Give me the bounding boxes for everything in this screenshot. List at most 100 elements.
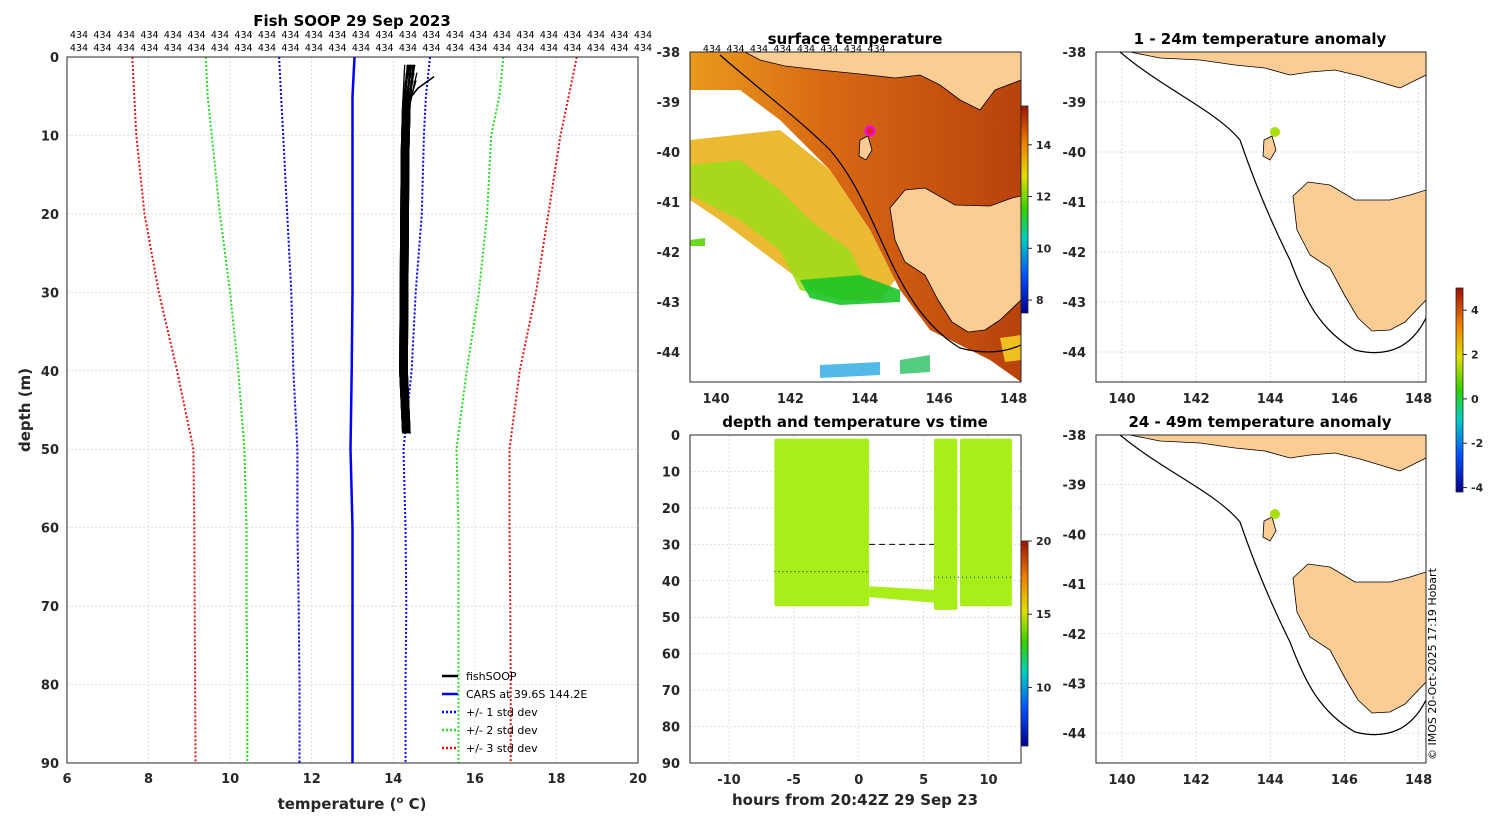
anomaly-colorbar-tick-label: -4 bbox=[1471, 482, 1484, 495]
anom2-king-island bbox=[1262, 516, 1277, 542]
sst-id-labels: 434 434 434 434 434 434 434 434 bbox=[703, 44, 886, 55]
profile-id-label: 434 bbox=[540, 30, 558, 41]
sst-id-label: 434 bbox=[750, 44, 768, 55]
profile-id-label: 434 bbox=[563, 30, 581, 41]
profile-id-label: 434 bbox=[469, 30, 487, 41]
time-data-block bbox=[934, 438, 958, 610]
profile-xtick-label: 6 bbox=[62, 772, 71, 787]
profile-xlabel: temperature (o C) bbox=[278, 795, 427, 813]
profile-axes bbox=[66, 56, 639, 764]
profile-ytick-label: 10 bbox=[41, 129, 59, 144]
profile-id-label: 434 bbox=[352, 43, 370, 54]
profile-id-label: 434 bbox=[375, 30, 393, 41]
profile-id-label: 434 bbox=[187, 43, 205, 54]
anom2-axes bbox=[1095, 434, 1427, 764]
time-data-block bbox=[959, 438, 1012, 607]
profile-id-label: 434 bbox=[117, 30, 135, 41]
profile-id-label: 434 bbox=[70, 43, 88, 54]
anom1-tasmania bbox=[1292, 181, 1426, 332]
time-data bbox=[774, 438, 1012, 610]
anom2-ytick-label: -42 bbox=[1063, 628, 1087, 643]
anom2-ticks: 140 142 144 146 148 -38 -39 -40 -41 -42 -43 -44 bbox=[1063, 429, 1433, 788]
anom1-axes bbox=[1095, 51, 1427, 383]
time-xlabel: hours from 20:42Z 29 Sep 23 bbox=[732, 791, 978, 809]
profile-fishsoop-cast bbox=[402, 72, 411, 434]
profile-fishsoop-cast bbox=[399, 72, 408, 434]
profile-ytick-label: 50 bbox=[41, 443, 59, 458]
sst-xtick-label: 140 bbox=[702, 392, 729, 407]
anom1-xtick-label: 146 bbox=[1331, 392, 1358, 407]
anomaly-colorbar-ticks: -4 -2 0 2 4 bbox=[1463, 304, 1484, 495]
anom1-ytick-label: -40 bbox=[1063, 146, 1087, 161]
profile-ytick-label: 80 bbox=[41, 679, 59, 694]
anom2-title: 24 - 49m temperature anomaly bbox=[1128, 413, 1391, 431]
sst-ticks: 140 142 144 146 148 -38 -39 -40 -41 -42 -43 -44 bbox=[657, 46, 1028, 407]
anom2-xtick-label: 144 bbox=[1257, 773, 1284, 788]
sst-id-label: 434 bbox=[820, 44, 838, 55]
sst-ytick-label: -40 bbox=[657, 146, 681, 161]
time-xtick-label: -10 bbox=[717, 773, 741, 788]
sst-id-label: 434 bbox=[703, 44, 721, 55]
anom2-ytick-label: -40 bbox=[1063, 528, 1087, 543]
profile-id-label: 434 bbox=[234, 30, 252, 41]
anom2-xtick-label: 142 bbox=[1183, 773, 1210, 788]
anomaly-colorbar bbox=[1455, 287, 1464, 493]
profile-series-fishsoop bbox=[399, 64, 435, 434]
profile-id-label: 434 bbox=[234, 43, 252, 54]
anom2-ytick-label: -41 bbox=[1063, 578, 1087, 593]
anomaly-colorbar-tick-label: -2 bbox=[1471, 437, 1483, 450]
profile-series--1-std-dev-high- bbox=[402, 56, 431, 763]
sst-id-label: 434 bbox=[773, 44, 791, 55]
time-colorbar-ticks: 10 15 20 bbox=[1028, 535, 1052, 694]
sst-map bbox=[690, 52, 1021, 382]
profile-series--1-std-dev-low- bbox=[278, 56, 301, 763]
profile-id-label: 434 bbox=[328, 43, 346, 54]
time-ytick-label: 0 bbox=[671, 429, 680, 444]
profile-id-label: 434 bbox=[446, 43, 464, 54]
profile-id-label: 434 bbox=[93, 43, 111, 54]
sst-ytick-label: -41 bbox=[657, 196, 681, 211]
profile-id-label: 434 bbox=[164, 43, 182, 54]
anom2-ytick-label: -43 bbox=[1063, 677, 1087, 692]
profile-id-label: 434 bbox=[422, 43, 440, 54]
profile-series--2-std-dev-high- bbox=[455, 56, 505, 763]
profile-xtick-label: 10 bbox=[221, 772, 239, 787]
anom1-xtick-label: 144 bbox=[1257, 392, 1284, 407]
anomaly-colorbar-tick-label: 0 bbox=[1471, 393, 1479, 406]
profile-ytick-label: 60 bbox=[41, 522, 59, 537]
time-ytick-label: 70 bbox=[662, 684, 680, 699]
profile-id-label: 434 bbox=[540, 43, 558, 54]
anom1-title: 1 - 24m temperature anomaly bbox=[1134, 30, 1387, 48]
profile-id-label: 434 bbox=[258, 30, 276, 41]
profile-fishsoop-cast bbox=[404, 75, 435, 105]
profile-ytick-label: 70 bbox=[41, 600, 59, 615]
sst-ytick-label: -44 bbox=[657, 346, 681, 361]
profile-fishsoop-cast bbox=[404, 64, 411, 434]
time-panel: depth and temperature vs time -10 -5 0 5 10 0… bbox=[662, 413, 1052, 809]
profile-series-cars-at-39-6s-144-2e bbox=[349, 56, 356, 763]
sst-colorbar bbox=[1020, 105, 1029, 314]
time-title: depth and temperature vs time bbox=[722, 413, 988, 431]
profile-id-label: 434 bbox=[140, 30, 158, 41]
anom2-xtick-label: 146 bbox=[1331, 773, 1358, 788]
profile-id-label: 434 bbox=[634, 30, 652, 41]
profile-id-label: 434 bbox=[187, 30, 205, 41]
profile-id-label: 434 bbox=[140, 43, 158, 54]
anom1-ytick-label: -44 bbox=[1063, 346, 1087, 361]
anom2-tasmania bbox=[1292, 563, 1426, 714]
anom1-xtick-label: 148 bbox=[1405, 392, 1432, 407]
profile-id-label: 434 bbox=[258, 43, 276, 54]
profile-title: Fish SOOP 29 Sep 2023 bbox=[253, 12, 451, 30]
anom2-ytick-label: -38 bbox=[1063, 429, 1087, 444]
profile-xtick-label: 18 bbox=[547, 772, 565, 787]
profile-ticks: 6 8 10 12 14 16 18 20 0 10 20 30 40 50 60 70 80 90 bbox=[41, 51, 647, 787]
profile-fishsoop-cast bbox=[401, 64, 408, 434]
anom1-map bbox=[1119, 52, 1426, 354]
time-ytick-label: 50 bbox=[662, 611, 680, 626]
profile-series--2-std-dev-low- bbox=[204, 56, 249, 763]
profile-ytick-label: 40 bbox=[41, 365, 59, 380]
sst-ytick-label: -42 bbox=[657, 246, 681, 261]
profile-id-label: 434 bbox=[610, 43, 628, 54]
profile-id-label: 434 bbox=[634, 43, 652, 54]
